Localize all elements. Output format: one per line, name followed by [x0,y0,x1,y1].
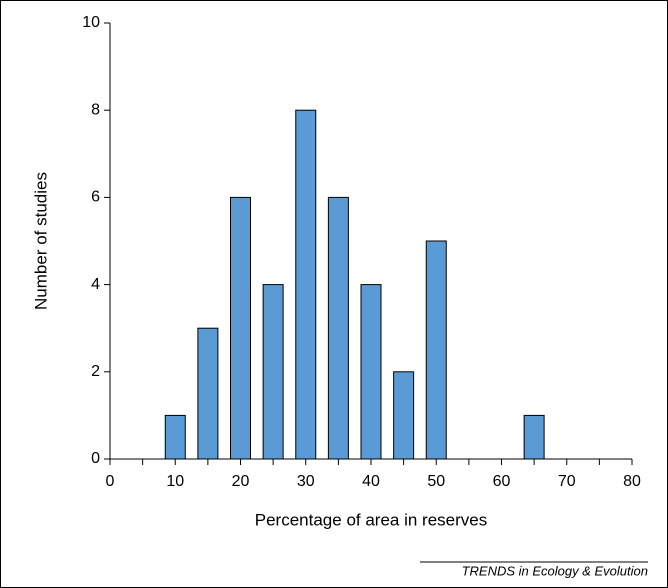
x-axis-label: Percentage of area in reserves [255,510,487,529]
x-tick-label: 30 [297,473,315,490]
x-tick-label: 80 [623,473,641,490]
bar [230,196,251,460]
bar [523,414,545,460]
y-tick-label: 10 [82,14,100,31]
y-tick-label: 8 [91,101,100,118]
footer: TRENDS in Ecology & Evolution [462,563,648,578]
x-tick-label: 0 [106,473,115,490]
y-tick-label: 2 [91,363,100,380]
x-tick-label: 10 [166,473,184,490]
bar [262,284,284,460]
x-tick-label: 20 [232,473,250,490]
bar [425,240,447,460]
bar [164,414,186,460]
x-tick-label: 40 [362,473,380,490]
y-tick-label: 0 [91,450,100,467]
bar [295,109,317,460]
bar [360,284,382,460]
y-axis-label: Number of studies [31,172,50,310]
x-tick-label: 50 [427,473,445,490]
y-tick-label: 6 [91,189,100,206]
bar [327,196,349,460]
y-tick-label: 4 [91,276,100,293]
x-tick-label: 60 [493,473,511,490]
bar [197,327,219,460]
x-tick-label: 70 [558,473,576,490]
bar [393,371,415,460]
